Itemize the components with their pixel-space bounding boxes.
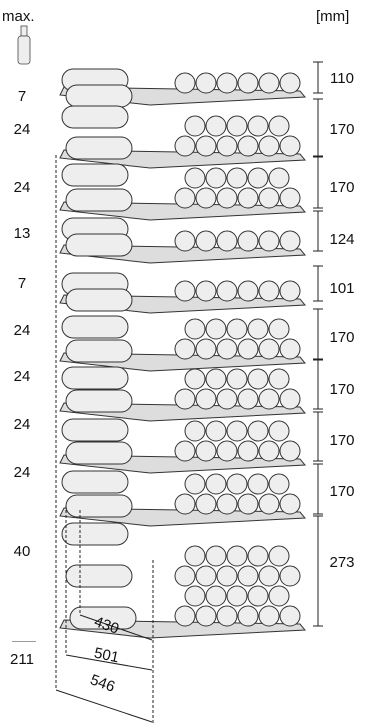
height-shelf-7: 170: [329, 381, 355, 398]
capacity-shelf-4: 13: [13, 225, 31, 242]
capacity-shelf-1: 7: [17, 88, 27, 105]
height-bracket-1: [313, 61, 323, 94]
capacity-shelf-3: 24: [13, 179, 31, 196]
height-bracket-4: [313, 210, 323, 252]
shelf-3: [59, 163, 307, 221]
height-shelf-10: 273: [329, 554, 355, 571]
capacity-shelf-5: 7: [17, 275, 27, 292]
shelf-7: [59, 366, 307, 422]
bottle-icon: [17, 25, 31, 65]
shelf-1: [59, 68, 307, 108]
height-shelf-5: 101: [329, 280, 355, 297]
height-bracket-8: [313, 411, 323, 462]
capacity-shelf-9: 24: [13, 464, 31, 481]
height-bracket-6: [313, 308, 323, 360]
depth-dimensions: [55, 155, 154, 723]
shelf-5: [59, 272, 307, 314]
capacity-shelf-7: 24: [13, 368, 31, 385]
height-bracket-5: [313, 265, 323, 302]
unit-label: [mm]: [316, 8, 350, 25]
total-divider: [12, 641, 36, 642]
max-label: max.: [2, 8, 35, 25]
height-bracket-7: [313, 359, 323, 410]
height-bracket-3: [313, 156, 323, 209]
capacity-total: 211: [10, 651, 34, 668]
height-bracket-10: [313, 515, 323, 627]
shelf-9: [59, 470, 307, 527]
capacity-shelf-2: 24: [13, 121, 31, 138]
height-shelf-1: 110: [330, 70, 354, 87]
capacity-shelf-10: 40: [13, 543, 31, 560]
height-shelf-2: 170: [329, 121, 355, 138]
capacity-shelf-6: 24: [13, 322, 31, 339]
height-shelf-9: 170: [329, 483, 355, 500]
shelf-4: [59, 217, 307, 264]
shelf-10: [59, 522, 307, 639]
height-shelf-6: 170: [329, 329, 355, 346]
height-shelf-4: 124: [329, 231, 355, 248]
capacity-shelf-8: 24: [13, 416, 31, 433]
shelf-6: [59, 315, 307, 372]
height-shelf-8: 170: [329, 432, 355, 449]
height-bracket-9: [313, 463, 323, 515]
height-shelf-3: 170: [329, 179, 355, 196]
shelf-2: [59, 105, 307, 169]
height-bracket-2: [313, 98, 323, 157]
shelf-8: [59, 418, 307, 474]
